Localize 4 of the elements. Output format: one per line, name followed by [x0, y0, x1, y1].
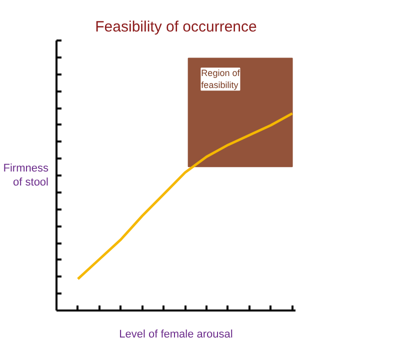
x-axis-title: Level of female arousal — [119, 328, 233, 340]
chart-title: Feasibility of occurrence — [95, 18, 257, 36]
text: Region of feasibility — [201, 68, 240, 90]
y-axis-title: Firmness of stool — [3, 162, 49, 189]
